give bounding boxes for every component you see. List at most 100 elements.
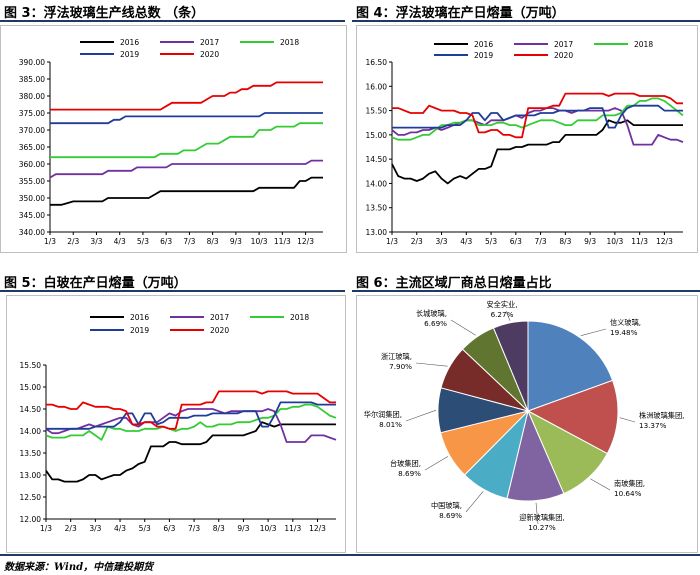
fig4-y-tick-label: 15.00 <box>366 131 388 140</box>
fig5-plot-frame <box>6 295 346 553</box>
fig3-legend-label-2017: 2017 <box>200 38 219 47</box>
fig6-title-rule <box>352 290 700 292</box>
fig4-y-tick-label: 13.00 <box>366 228 388 237</box>
fig4-x-tick-label: 9/3 <box>584 237 596 246</box>
fig3-x-tick-label: 1/3 <box>44 237 56 246</box>
pie-label-name-9: 安全实业, <box>486 300 517 309</box>
fig3-y-tick-label: 380.00 <box>19 92 45 101</box>
fig5-x-tick-label: 6/3 <box>163 524 175 533</box>
fig3-x-tick-label: 5/3 <box>137 237 149 246</box>
fig4-chart: 16.50 16.00 15.50 15.00 14.50 14.00 13.50 13.00… <box>366 40 684 246</box>
fig3-x-tick-label: 7/3 <box>183 237 195 246</box>
fig3-x-tick-label: 9/3 <box>230 237 242 246</box>
pie-label-pct-7: 7.90% <box>389 362 412 371</box>
fig4-y-tick-label: 16.50 <box>366 58 388 67</box>
fig6-panel: 图 6：主流区域厂商总日熔量占比 信义玻璃, 19.48% 株洲玻璃集团, 13.37… <box>352 270 700 554</box>
pie-label-name-8: 长城玻璃, <box>416 309 447 318</box>
pie-leader-line-2 <box>590 478 611 491</box>
fig3-y-tick-label: 370.00 <box>19 126 45 135</box>
fig3-series-2019 <box>50 112 323 125</box>
fig5-series-2016 <box>45 421 336 483</box>
fig4-series-2019 <box>392 104 683 129</box>
fig3-y-tick-label: 385.00 <box>19 75 45 84</box>
fig5-y-tick-label: 12.00 <box>20 515 42 524</box>
fig3-x-tick-label: 10/3 <box>251 237 268 246</box>
fig5-legend-label-2018: 2018 <box>290 313 309 322</box>
fig3-series-2020 <box>50 81 323 111</box>
fig3-x-tick-label: 4/3 <box>114 237 126 246</box>
pie-leader-line-7 <box>415 362 448 367</box>
data-source-note: 数据来源：Wind，中信建投期货 <box>4 562 154 573</box>
fig3-series-2016 <box>50 176 323 206</box>
fig4-x-tick-label: 1/3 <box>386 237 398 246</box>
fig6-chart: 信义玻璃,19.48% 株洲玻璃集团,13.37% 南玻集团,10.64% 迎新玻璃集… <box>364 300 685 532</box>
fig5-y-tick-label: 14.00 <box>20 427 42 436</box>
pie-label-name-6: 华尔润集团, <box>364 410 402 419</box>
pie-label-name-5: 台玻集团, <box>390 459 421 468</box>
fig4-x-tick-label: 8/3 <box>559 237 571 246</box>
fig4-series-2017 <box>391 107 684 146</box>
fig3-legend-label-2019: 2019 <box>120 50 139 59</box>
fig5-x-tick-label: 12/3 <box>309 524 326 533</box>
fig4-x-tick-label: 3/3 <box>435 237 447 246</box>
fig5-x-tick-label: 10/3 <box>260 524 277 533</box>
pie-label-pct-1: 13.37% <box>639 421 667 430</box>
pie-leader-line-5 <box>424 456 449 471</box>
pie-leader-line-4 <box>465 491 484 513</box>
fig4-x-tick-label: 12/3 <box>656 237 673 246</box>
fig4-x-tick-label: 5/3 <box>485 237 497 246</box>
fig5-y-tick-label: 14.50 <box>20 405 42 414</box>
fig5-x-tick-label: 2/3 <box>65 524 77 533</box>
fig5-x-tick-label: 11/3 <box>284 524 301 533</box>
fig5-x-tick-label: 7/3 <box>188 524 200 533</box>
fig3-x-tick-label: 11/3 <box>274 237 291 246</box>
pie-label-pct-8: 6.69% <box>424 319 447 328</box>
fig5-title-rule <box>0 290 345 292</box>
fig4-title: 图 4：浮法玻璃在产日熔量（万吨） <box>356 6 565 21</box>
fig3-x-tick-label: 2/3 <box>67 237 79 246</box>
fig4-y-tick-label: 14.00 <box>366 179 388 188</box>
fig5-x-tick-label: 9/3 <box>237 524 249 533</box>
fig4-series-2020 <box>392 92 683 139</box>
pie-label-name-0: 信义玻璃, <box>610 318 641 327</box>
fig5-x-tick-label: 1/3 <box>40 524 52 533</box>
fig5-series-2017 <box>45 408 337 443</box>
fig4-x-tick-label: 10/3 <box>606 237 623 246</box>
fig3-legend-label-2016: 2016 <box>120 38 139 47</box>
fig3-legend-label-2018: 2018 <box>280 38 299 47</box>
fig4-legend-label-2019: 2019 <box>474 51 493 60</box>
fig3-x-tick-label: 8/3 <box>207 237 219 246</box>
fig3-y-tick-label: 345.00 <box>19 211 45 220</box>
fig3-series-2018 <box>50 122 323 159</box>
pie-label-pct-5: 8.69% <box>398 469 421 478</box>
fig5-legend-label-2016: 2016 <box>130 313 149 322</box>
fig5-y-tick-label: 13.00 <box>20 471 42 480</box>
pie-slice-1 <box>526 379 619 455</box>
fig5-legend-label-2017: 2017 <box>210 313 229 322</box>
fig4-x-tick-label: 2/3 <box>411 237 423 246</box>
fig4-y-tick-label: 14.50 <box>366 155 388 164</box>
fig3-title-rule <box>0 20 345 22</box>
fig4-x-tick-label: 6/3 <box>510 237 522 246</box>
pie-label-pct-0: 19.48% <box>610 328 638 337</box>
pie-label-pct-2: 10.64% <box>614 489 642 498</box>
fig4-x-tick-label: 4/3 <box>460 237 472 246</box>
fig3-series-2017 <box>49 159 323 179</box>
fig4-plot-frame <box>356 25 698 253</box>
fig3-y-tick-label: 340.00 <box>19 228 45 237</box>
fig3-y-tick-label: 350.00 <box>19 194 45 203</box>
fig5-series-2019 <box>46 401 336 430</box>
fig4-panel: 图 4：浮法玻璃在产日熔量（万吨） 16.50 16.00 15.50 15.00 14… <box>352 0 700 268</box>
fig5-x-tick-label: 4/3 <box>114 524 126 533</box>
fig3-panel: 图 3：浮法玻璃生产线总数 （条） 390.00 385.00 380.00 375.… <box>0 0 347 268</box>
fig3-x-tick-label: 12/3 <box>297 237 314 246</box>
pie-leader-line-8 <box>450 319 476 336</box>
fig3-chart: 390.00 385.00 380.00 375.00 370.00 365.00 360.… <box>19 38 323 246</box>
fig3-y-tick-label: 365.00 <box>19 143 45 152</box>
fig3-x-tick-label: 6/3 <box>160 237 172 246</box>
pie-leader-line-1 <box>619 417 636 423</box>
fig4-y-tick-label: 15.50 <box>366 107 388 116</box>
pie-label-pct-9: 6.27% <box>491 310 514 319</box>
fig5-chart: 15.50 15.00 14.50 14.00 13.50 13.00 12.50 12.00… <box>20 313 337 533</box>
fig6-plot-frame <box>356 295 698 553</box>
